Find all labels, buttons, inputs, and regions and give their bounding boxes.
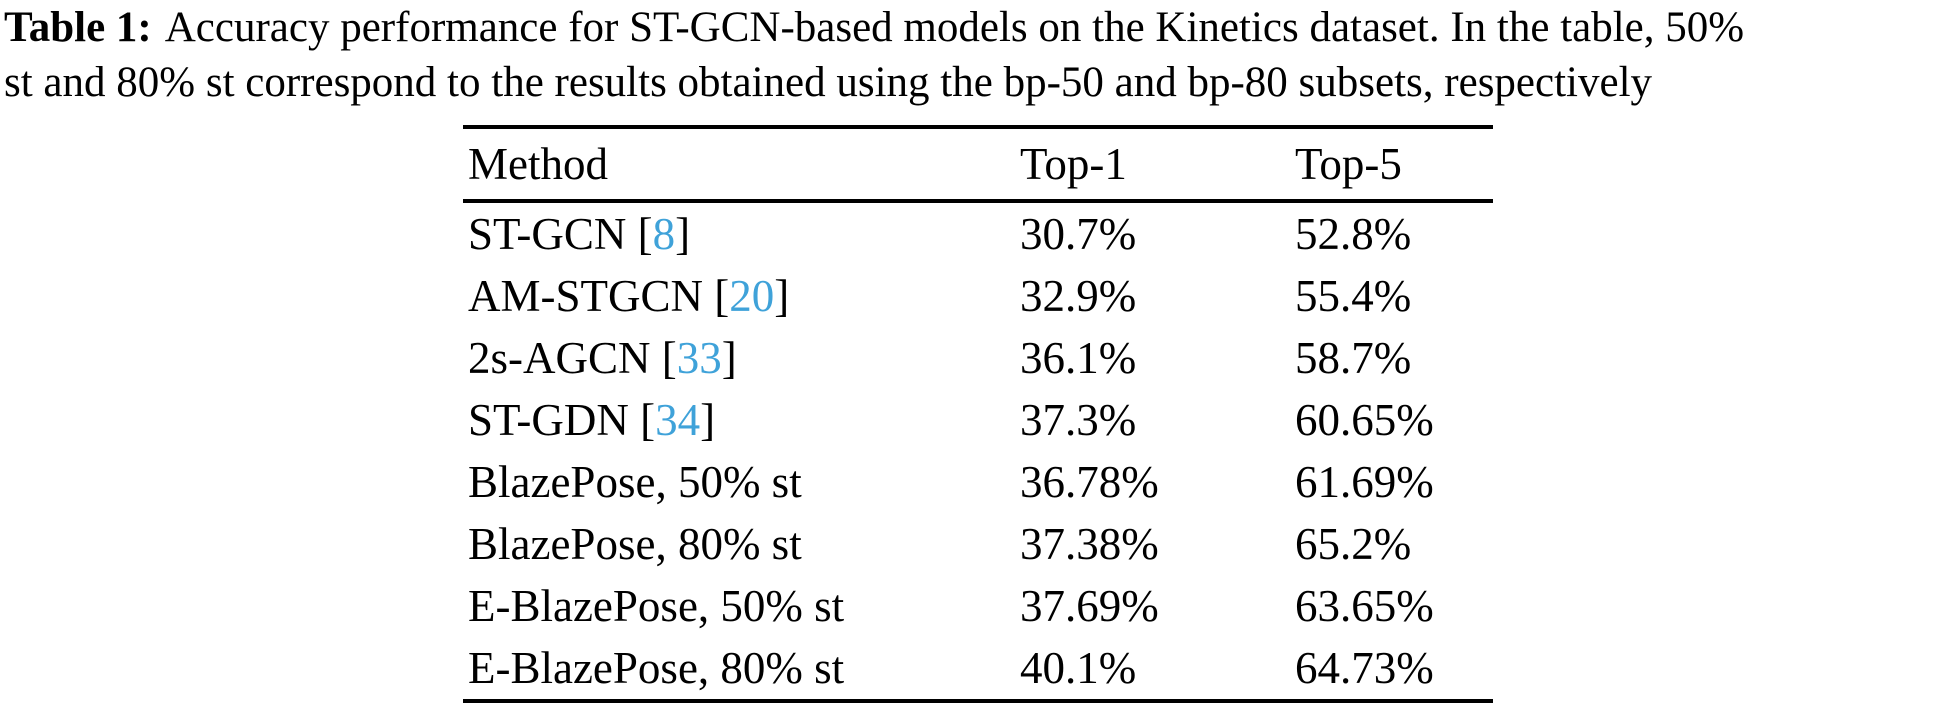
top5-cell: 58.7% <box>1295 333 1412 383</box>
table-header-row: Method Top-1 Top-5 <box>463 129 1493 203</box>
caption-line-1: Table 1: Accuracy performance for ST-GCN-… <box>4 0 1952 55</box>
method-label: BlazePose, 80% st <box>468 519 802 569</box>
citation-link[interactable]: 20 <box>729 271 775 321</box>
top1-cell: 40.1% <box>1020 643 1137 693</box>
method-bracket-close: ] <box>774 271 790 321</box>
method-cell: ST-GDN [34] <box>463 394 1020 446</box>
method-bracket-close: ] <box>700 395 716 445</box>
method-cell: E-BlazePose, 80% st <box>463 642 1020 694</box>
table-row: ST-GCN [8] 30.7% 52.8% <box>463 203 1493 265</box>
method-cell: E-BlazePose, 50% st <box>463 580 1020 632</box>
top1-cell: 37.38% <box>1020 519 1159 569</box>
table-caption: Table 1: Accuracy performance for ST-GCN-… <box>4 0 1952 110</box>
method-label: ST-GDN [ <box>468 395 656 445</box>
table-row: E-BlazePose, 80% st 40.1% 64.73% <box>463 637 1493 699</box>
table-row: AM-STGCN [20] 32.9% 55.4% <box>463 265 1493 327</box>
top5-cell: 52.8% <box>1295 209 1412 259</box>
method-cell: 2s-AGCN [33] <box>463 332 1020 384</box>
top1-cell: 37.3% <box>1020 395 1137 445</box>
column-header-method: Method <box>468 139 608 189</box>
top1-cell: 37.69% <box>1020 581 1159 631</box>
top1-cell: 30.7% <box>1020 209 1137 259</box>
top5-cell: 60.65% <box>1295 395 1434 445</box>
top1-cell: 32.9% <box>1020 271 1137 321</box>
caption-text-line1: Accuracy performance for ST-GCN-based mo… <box>164 4 1745 51</box>
results-table: Method Top-1 Top-5 ST-GCN [8] 30.7% 52.8… <box>463 125 1493 703</box>
method-label: E-BlazePose, 50% st <box>468 581 845 631</box>
top5-cell: 65.2% <box>1295 519 1412 569</box>
table-row: ST-GDN [34] 37.3% 60.65% <box>463 389 1493 451</box>
top1-cell: 36.78% <box>1020 457 1159 507</box>
citation-link[interactable]: 34 <box>655 395 701 445</box>
top5-cell: 61.69% <box>1295 457 1434 507</box>
method-cell: BlazePose, 50% st <box>463 456 1020 508</box>
top5-cell: 64.73% <box>1295 643 1434 693</box>
top5-cell: 63.65% <box>1295 581 1434 631</box>
method-label: 2s-AGCN [ <box>468 333 677 383</box>
caption-line-2: st and 80% st correspond to the results … <box>4 59 1653 106</box>
column-header-top1: Top-1 <box>1020 139 1127 189</box>
top5-cell: 55.4% <box>1295 271 1412 321</box>
method-label: AM-STGCN [ <box>468 271 730 321</box>
citation-link[interactable]: 33 <box>676 333 722 383</box>
method-label: E-BlazePose, 80% st <box>468 643 845 693</box>
method-cell: ST-GCN [8] <box>463 208 1020 260</box>
column-header-top5: Top-5 <box>1295 139 1402 189</box>
table-row: 2s-AGCN [33] 36.1% 58.7% <box>463 327 1493 389</box>
table-row: BlazePose, 80% st 37.38% 65.2% <box>463 513 1493 575</box>
method-cell: BlazePose, 80% st <box>463 518 1020 570</box>
table-row: BlazePose, 50% st 36.78% 61.69% <box>463 451 1493 513</box>
top1-cell: 36.1% <box>1020 333 1137 383</box>
method-bracket-close: ] <box>721 333 737 383</box>
method-cell: AM-STGCN [20] <box>463 270 1020 322</box>
table-row: E-BlazePose, 50% st 37.69% 63.65% <box>463 575 1493 637</box>
method-label: ST-GCN [ <box>468 209 653 259</box>
method-bracket-close: ] <box>675 209 691 259</box>
method-label: BlazePose, 50% st <box>468 457 802 507</box>
caption-label: Table 1: <box>4 4 152 51</box>
table-body: ST-GCN [8] 30.7% 52.8% AM-STGCN [20] 32.… <box>463 203 1493 699</box>
citation-link[interactable]: 8 <box>652 209 676 259</box>
